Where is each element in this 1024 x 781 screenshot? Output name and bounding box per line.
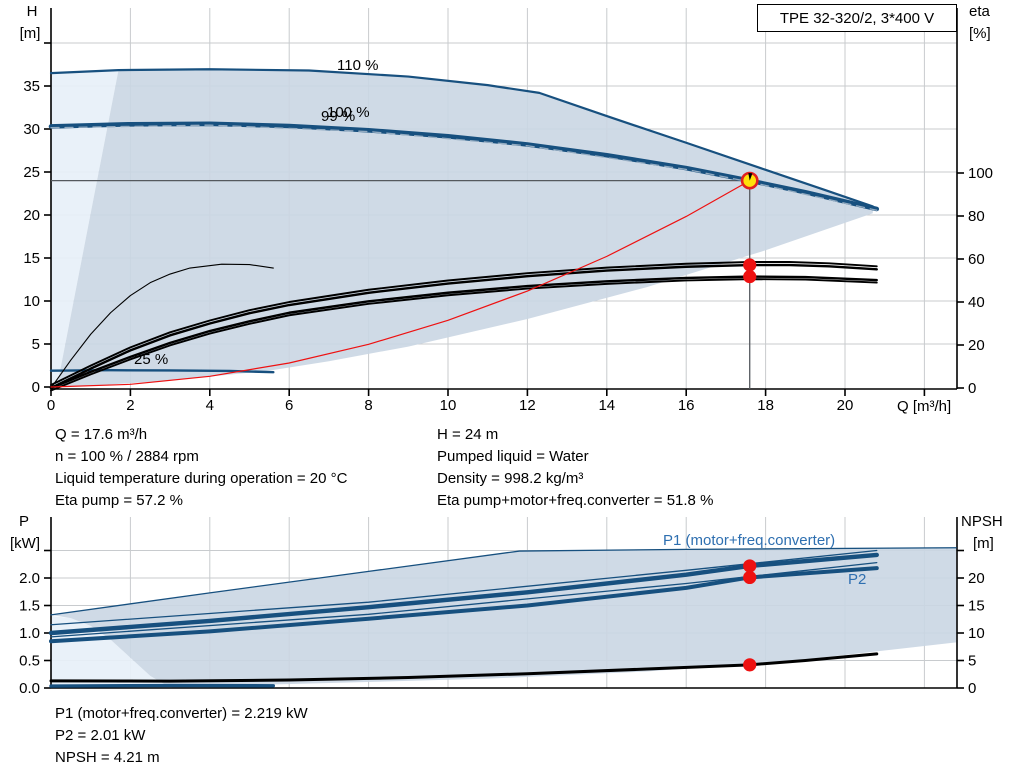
q-axis-label: Q [m³/h]	[897, 398, 952, 415]
x-tick-label: 0	[47, 397, 55, 414]
left-tick-label: 10	[23, 293, 40, 310]
left-tick-label: 0.5	[19, 653, 40, 670]
power-envelope-dark	[51, 547, 957, 688]
left-tick-label: 5	[32, 336, 40, 353]
right-tick-label: 20	[968, 337, 985, 354]
left-tick-label: 2.0	[19, 570, 40, 587]
pump-model-title-box: TPE 32-320/2, 3*400 V	[757, 4, 957, 32]
left-tick-label: 15	[23, 250, 40, 267]
label-99pct: 99 %	[321, 108, 355, 125]
info-eta-pump: Eta pump = 57.2 %	[55, 492, 183, 509]
duty-info-left: Q = 17.6 m³/h n = 100 % / 2884 rpm Liqui…	[55, 424, 347, 512]
p-axis-unit: [kW]	[10, 535, 40, 552]
right-tick-label: 5	[968, 653, 976, 670]
x-tick-label: 10	[440, 397, 457, 414]
info-density: Density = 998.2 kg/m³	[437, 470, 584, 487]
npsh-axis-label: NPSH	[961, 513, 1003, 530]
eta-total-marker	[743, 270, 757, 284]
pump-model-title: TPE 32-320/2, 3*400 V	[779, 9, 935, 27]
info-p2: P2 = 2.01 kW	[55, 727, 146, 744]
left-tick-label: 20	[23, 207, 40, 224]
eta-pump-curve-2	[50, 261, 878, 386]
npsh-curve	[49, 652, 879, 683]
right-tick-label: 20	[968, 570, 985, 587]
power-npsh-chart: 0.0 0.5 1.0 1.5 2.0 0 5 10 15 20 P1 (motor+freq.co…	[19, 517, 985, 697]
eta-axis-label: eta	[969, 3, 990, 20]
right-tick-label: 0	[968, 680, 976, 697]
speed-25-curve	[49, 369, 275, 374]
power-envelope-light	[51, 615, 175, 688]
info-npsh: NPSH = 4.21 m	[55, 749, 160, 766]
eta-total-curve	[49, 275, 878, 390]
eta-25-curve	[50, 263, 274, 389]
left-tick-label: 1.0	[19, 625, 40, 642]
label-25pct: 25 %	[134, 351, 168, 368]
x-tick-label: 12	[519, 397, 536, 414]
x-tick-label: 20	[837, 397, 854, 414]
x-tick-label: 18	[757, 397, 774, 414]
h-axis-unit: [m]	[19, 25, 41, 42]
right-tick-label: 0	[968, 380, 976, 397]
npsh-marker	[743, 658, 757, 672]
right-tick-label: 100	[968, 165, 993, 182]
hq-chart-axes: 0 5 10 15 20 25 30 35 0 20 40 60 80 100 0 2 4 6 8 10 12 14 16 1…	[23, 8, 993, 414]
h-axis-label: H	[26, 3, 38, 20]
power-envelope-top-curve	[50, 547, 957, 616]
info-pumped-liquid: Pumped liquid = Water	[437, 448, 589, 465]
left-tick-label: 30	[23, 121, 40, 138]
control-curve	[50, 180, 751, 388]
p2-upper-thin-curve	[50, 561, 878, 638]
p-axis-label: P	[18, 513, 29, 530]
speed-110-curve	[49, 68, 874, 208]
eta-axis-unit: [%]	[969, 25, 991, 42]
info-n: n = 100 % / 2884 rpm	[55, 448, 199, 465]
left-tick-label: 1.5	[19, 598, 40, 615]
right-tick-label: 60	[968, 251, 985, 268]
left-tick-label: 0.0	[19, 680, 40, 697]
power-npsh-chart-axes: 0.0 0.5 1.0 1.5 2.0 0 5 10 15 20	[19, 517, 985, 697]
right-tick-label: 80	[968, 208, 985, 225]
left-tick-label: 0	[32, 379, 40, 396]
eta-pump-curve	[49, 263, 878, 390]
label-100pct: 100 %	[327, 104, 370, 121]
x-tick-label: 8	[364, 397, 372, 414]
label-p2: P2	[848, 571, 866, 588]
p1-upper-thin-curve	[50, 549, 878, 626]
info-h: H = 24 m	[437, 426, 499, 443]
info-liquid-temp: Liquid temperature during operation = 20…	[55, 470, 348, 487]
operating-envelope-light	[51, 70, 119, 387]
label-p1: P1 (motor+freq.converter)	[663, 532, 835, 549]
x-tick-label: 2	[126, 397, 134, 414]
duty-point-wedge	[748, 172, 753, 181]
x-tick-label: 4	[206, 397, 214, 414]
p1-marker	[743, 559, 757, 573]
npsh-axis-unit: [m]	[973, 535, 994, 552]
x-tick-label: 16	[678, 397, 695, 414]
left-tick-label: 35	[23, 78, 40, 95]
eta-pump-marker	[743, 258, 757, 272]
x-tick-label: 14	[598, 397, 615, 414]
power-25-curve	[49, 683, 276, 688]
right-tick-label: 40	[968, 294, 985, 311]
info-p1: P1 (motor+freq.converter) = 2.219 kW	[55, 705, 308, 722]
x-tick-label: 6	[285, 397, 293, 414]
power-info-block: P1 (motor+freq.converter) = 2.219 kW P2 …	[55, 703, 308, 769]
speed-100-curve	[48, 121, 880, 212]
label-110pct: 110 %	[337, 57, 378, 74]
eta-total-curve-2	[50, 278, 878, 392]
info-eta-total: Eta pump+motor+freq.converter = 51.8 %	[437, 492, 714, 509]
duty-info-right: H = 24 m Pumped liquid = Water Density =…	[437, 424, 713, 512]
info-q: Q = 17.6 m³/h	[55, 426, 148, 443]
hq-chart: 0 5 10 15 20 25 30 35 0 20 40 60 80 100 0 2 4 6 8 10 12 14 16 1…	[23, 8, 993, 414]
left-tick-label: 25	[23, 164, 40, 181]
right-tick-label: 10	[968, 625, 985, 642]
p2-marker	[743, 570, 757, 585]
right-tick-label: 15	[968, 598, 985, 615]
